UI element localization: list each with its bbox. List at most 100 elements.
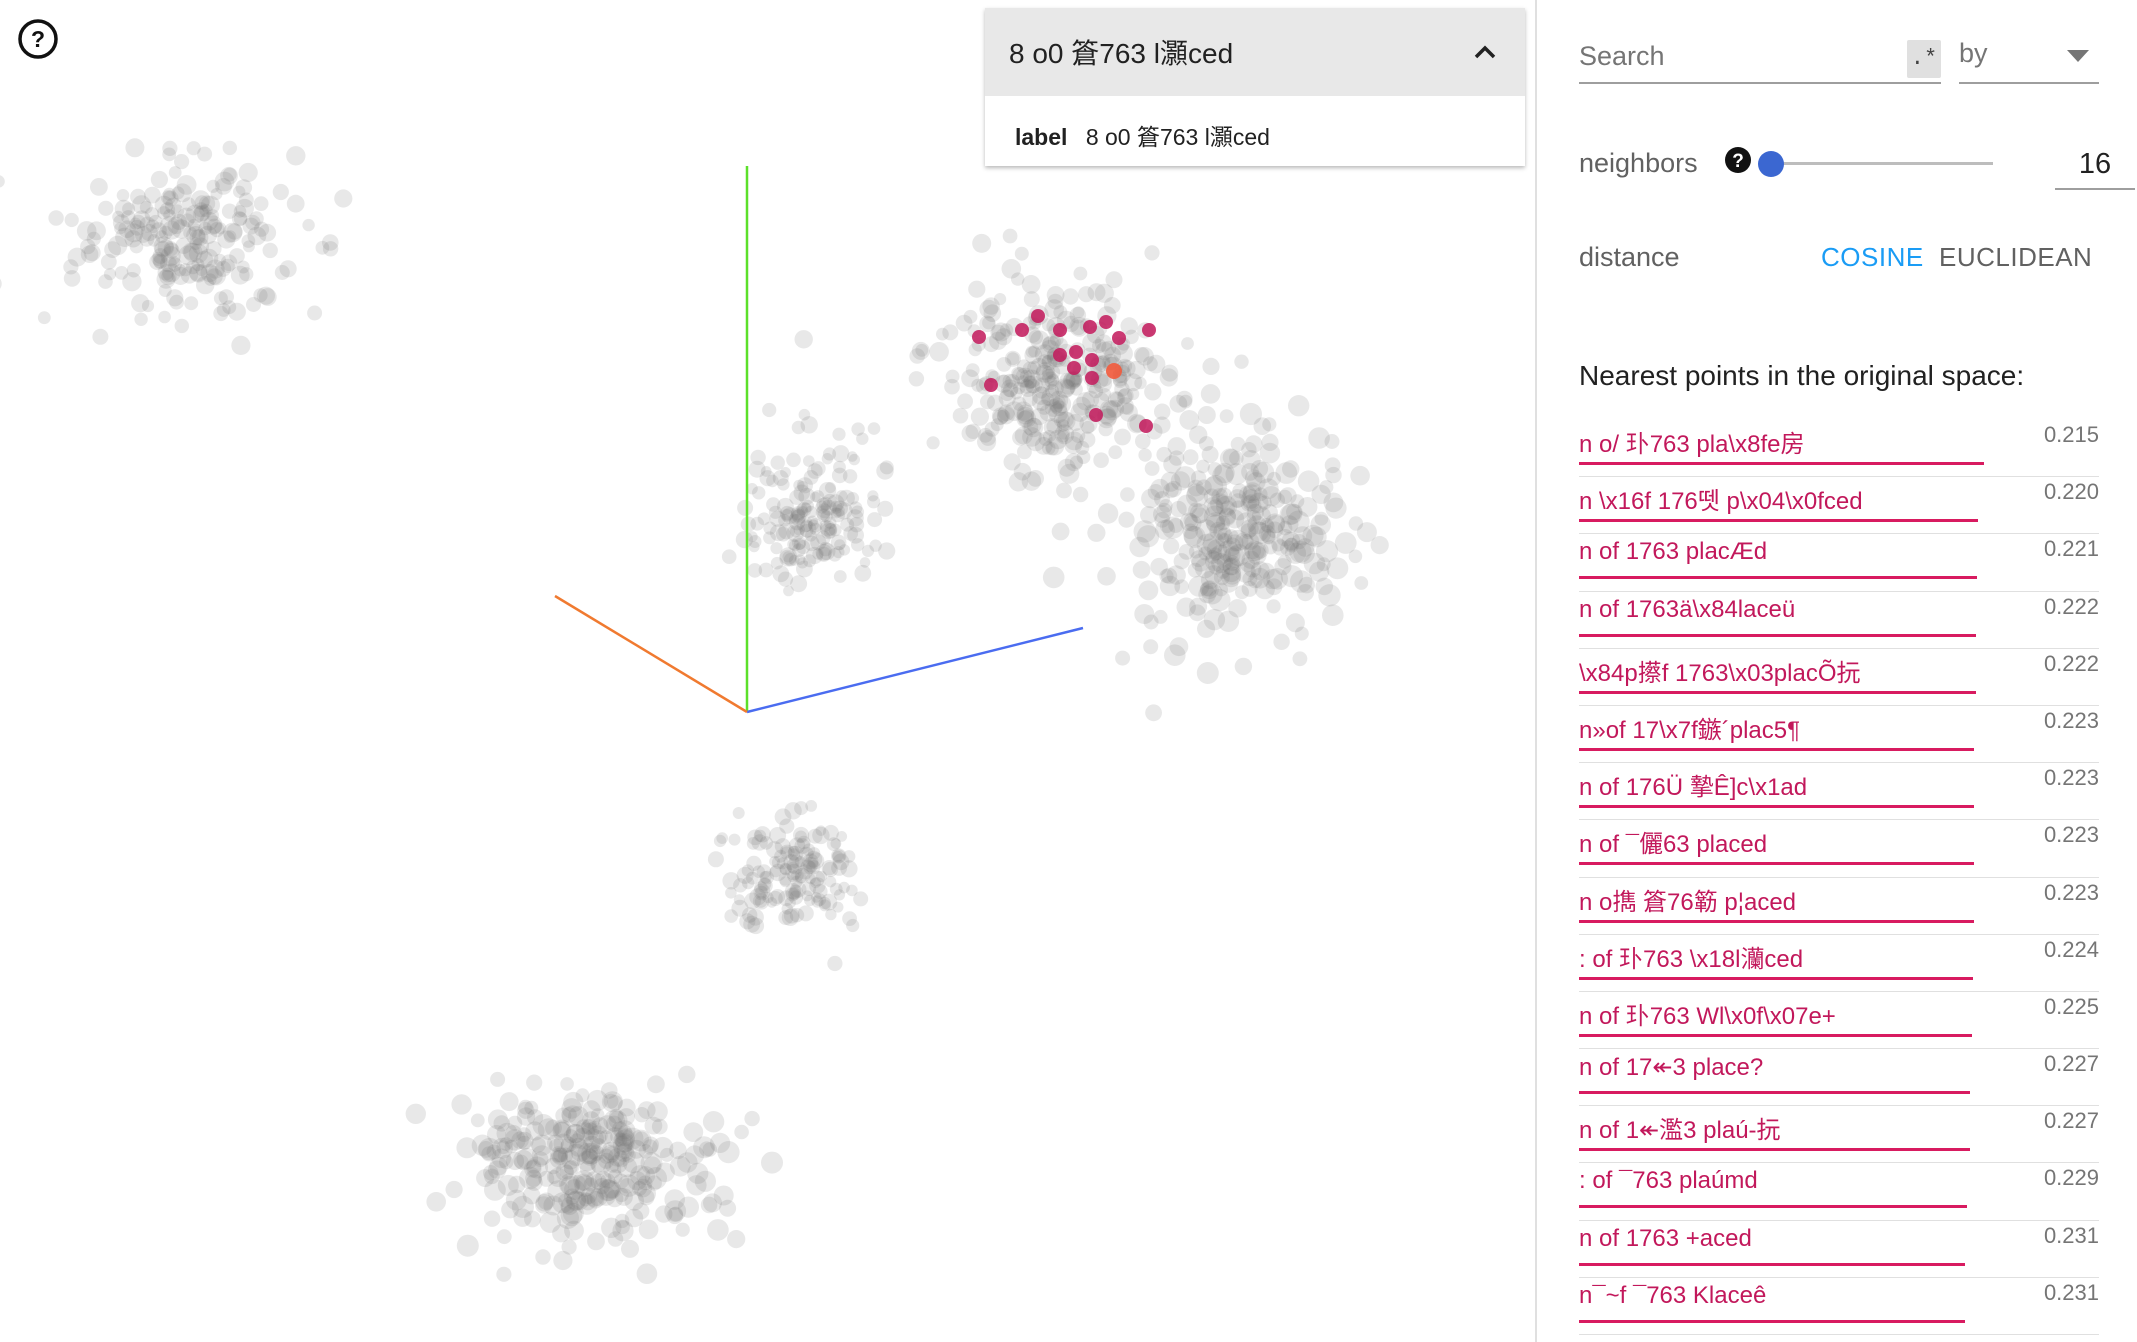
nearest-point-item[interactable]: n of 176Ü 摯Ê]c\x1ad 0.223 [1579,763,2099,821]
data-point [1042,336,1056,351]
data-point [1200,571,1219,589]
data-point [832,546,845,559]
projector-viewport[interactable]: ? 8 o0 篬763 l灝ced label 8 o0 篬763 l灝ced [0,0,1535,1342]
data-point [1218,508,1237,526]
nearest-point-item[interactable]: n of 㺪763 Wl\x0f\x07e+ 0.225 [1579,992,2099,1050]
data-point [992,409,1009,426]
data-point [755,885,769,899]
nearest-point-item[interactable]: : of ¯763 plaúmd 0.229 [1579,1163,2099,1221]
data-point [825,908,837,921]
selected-point[interactable] [1106,363,1122,379]
data-point [999,323,1014,337]
data-point [1354,576,1369,590]
neighbors-slider[interactable] [1758,151,1993,177]
data-point [279,260,297,278]
data-point [818,541,833,557]
data-point [1094,283,1114,303]
nearest-point-item[interactable]: n o/ 㺪763 pla\x8fe房 0.215 [1579,420,2099,478]
data-point [836,831,848,842]
data-point [581,1122,600,1141]
neighbors-value-input[interactable] [2055,140,2135,190]
data-point [1056,482,1072,499]
nearest-point-item[interactable]: \x84p攃f 1763\x03placÕ抏 0.222 [1579,649,2099,706]
data-point [1144,245,1160,261]
nearest-point-item[interactable]: n of ¯儷63 placed 0.223 [1579,820,2099,878]
data-point [746,483,758,495]
data-point [566,1190,587,1211]
nearest-point-item[interactable]: n¯~f ¯763 Klaceê 0.231 [1579,1278,2099,1335]
help-circle-icon[interactable]: ? [17,18,59,60]
nearest-point-item[interactable]: n of 1763 placÆd 0.221 [1579,534,2099,592]
euclidean-button[interactable]: EUCLIDEAN [1939,242,2093,272]
neighbors-slider-thumb[interactable] [1758,151,1784,177]
data-point [1161,516,1185,539]
search-input[interactable] [1579,38,1899,74]
data-point [832,500,848,517]
data-point [168,255,181,268]
data-point [171,219,191,239]
data-point [766,497,781,512]
data-point [638,1144,654,1159]
data-point [1056,429,1070,443]
data-point [796,506,809,518]
data-point [1241,532,1260,551]
chevron-up-icon[interactable] [1469,36,1501,68]
data-point [800,519,813,532]
data-point [1045,436,1065,456]
data-point [770,889,786,904]
nearest-point-item[interactable]: n o擕 篬76簕 p¦aced 0.223 [1579,878,2099,935]
cosine-button[interactable]: COSINE [1821,242,1924,272]
data-point [576,1150,598,1172]
data-point [1263,540,1278,555]
data-point [178,245,199,266]
nearest-point-item[interactable]: n of 1763 +aced 0.231 [1579,1221,2099,1278]
data-point [774,838,791,855]
data-point [258,288,277,306]
nearest-point-label: n of 1↞濫3 plaú-抏 [1579,1117,1781,1145]
help-icon[interactable]: ? [1724,146,1752,174]
data-point [1240,495,1258,512]
regex-toggle-button[interactable]: .* [1907,40,1941,78]
data-point [1078,286,1095,303]
data-point [1251,506,1271,526]
data-point [851,538,865,552]
data-point [1144,461,1160,476]
data-point [694,1170,717,1192]
data-point [615,1127,635,1147]
data-point [1052,394,1072,414]
data-point [1181,337,1194,350]
data-point [736,866,754,884]
nearest-point-item[interactable]: n»of 17\x7f鏃´plac5¶ 0.223 [1579,706,2099,764]
data-point [1107,391,1124,408]
search-by-select[interactable]: by [1959,30,2099,84]
nearest-point-item[interactable]: : of 㺪763 \x18l灡ced 0.224 [1579,935,2099,992]
data-point [1190,470,1207,486]
data-point [245,214,261,231]
data-point [784,897,796,909]
data-point [162,220,182,240]
data-point [180,266,199,284]
nearest-point-item[interactable]: n of 17↞3 place? 0.227 [1579,1049,2099,1107]
data-point [206,218,222,234]
data-point [507,1115,523,1131]
data-point [1197,619,1216,638]
data-point [762,402,777,418]
data-point [1023,417,1044,438]
data-point [807,515,818,527]
data-point [1013,401,1033,421]
nearest-point-item[interactable]: n of 1↞濫3 plaú-抏 0.227 [1579,1106,2099,1164]
scatter-plot-3d[interactable] [0,0,1535,1342]
nearest-point-item[interactable]: n \x16f 176뗏 p\x04\x0fced 0.220 [1579,477,2099,535]
nearest-point-distance: 0.222 [2043,593,2099,619]
data-point [1036,399,1052,415]
data-point [1293,542,1315,564]
data-point [772,565,790,583]
data-point [1325,466,1342,484]
label-card-header[interactable]: 8 o0 篬763 l灝ced [985,8,1525,96]
data-point [758,562,774,578]
data-point [587,1125,608,1146]
nearest-point-item[interactable]: n of 1763ä\x84laceü 0.222 [1579,592,2099,649]
data-point [610,1129,624,1144]
data-point [774,849,788,863]
data-point [1034,437,1053,455]
